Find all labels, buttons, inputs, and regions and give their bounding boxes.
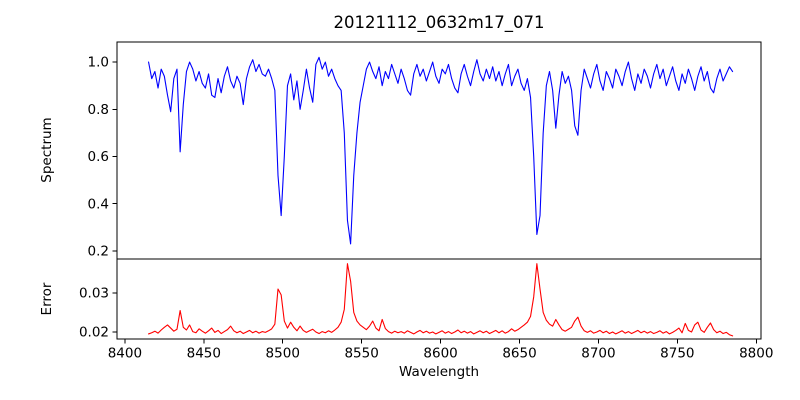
error-panel-border: [116, 258, 762, 340]
spectrum-y-tick-label: 0.6: [88, 149, 109, 165]
x-tick-label: 8400: [108, 346, 142, 362]
spectrum-y-tick-label: 1.0: [88, 55, 109, 71]
x-tick-label: 8550: [344, 346, 378, 362]
x-tick-label: 8800: [739, 346, 773, 362]
x-tick-label: 8650: [502, 346, 536, 362]
x-tick-label: 8450: [187, 346, 221, 362]
spectrum-y-tick-label: 0.4: [88, 196, 109, 212]
spectrum-y-tick-label: 0.2: [88, 244, 109, 260]
x-axis-label: Wavelength: [398, 364, 480, 380]
x-tick-label: 8500: [266, 346, 300, 362]
x-tick-label: 8700: [581, 346, 615, 362]
error-line: [148, 263, 734, 337]
error-y-tick-label: 0.03: [79, 286, 109, 302]
x-tick-label: 8600: [423, 346, 457, 362]
x-tick-label: 8750: [660, 346, 694, 362]
spectrum-y-tick-label: 0.8: [88, 102, 109, 118]
chart-title: 20121112_0632m17_071: [333, 13, 545, 32]
spectrum-line: [148, 56, 734, 245]
error-y-tick-label: 0.02: [79, 325, 109, 341]
